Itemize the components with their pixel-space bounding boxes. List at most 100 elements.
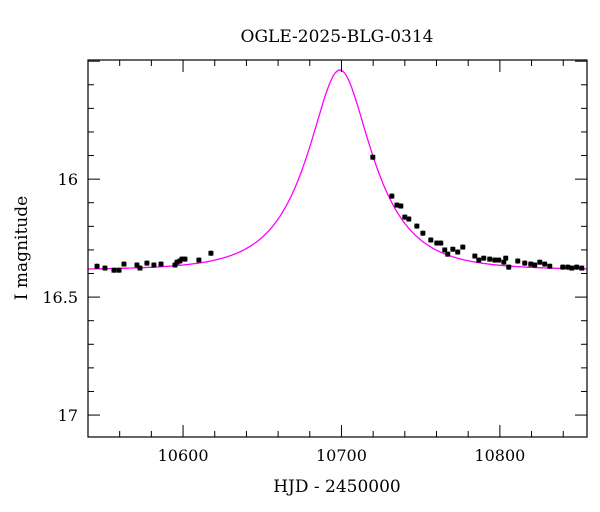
data-point xyxy=(560,264,566,270)
data-marker xyxy=(506,264,512,270)
data-marker xyxy=(151,262,157,268)
data-point xyxy=(116,267,122,273)
data-point xyxy=(428,237,434,243)
data-marker xyxy=(121,261,127,267)
data-marker xyxy=(428,237,434,243)
data-point xyxy=(442,247,448,253)
data-marker xyxy=(476,257,482,263)
data-marker xyxy=(389,193,395,199)
data-point xyxy=(503,255,509,261)
y-axis-label: I magnitude xyxy=(12,196,32,300)
data-marker xyxy=(445,251,451,257)
data-point xyxy=(414,223,420,229)
data-marker xyxy=(481,255,487,261)
data-marker xyxy=(569,265,575,271)
data-point xyxy=(370,154,376,160)
data-point xyxy=(455,249,461,255)
data-point xyxy=(445,251,451,257)
data-point xyxy=(522,260,528,266)
model-curve xyxy=(88,69,587,270)
data-point xyxy=(476,257,482,263)
data-marker xyxy=(398,203,404,209)
data-marker xyxy=(394,202,400,208)
data-point xyxy=(537,259,543,265)
data-point xyxy=(182,256,188,262)
data-marker xyxy=(420,230,426,236)
data-point xyxy=(450,246,456,252)
data-point xyxy=(144,260,150,266)
plot-frame xyxy=(87,59,588,438)
data-marker xyxy=(402,214,408,220)
data-point xyxy=(94,263,100,269)
data-point xyxy=(398,203,404,209)
data-marker xyxy=(116,267,122,273)
data-point xyxy=(501,259,507,265)
data-point xyxy=(579,265,585,271)
data-point xyxy=(158,261,164,267)
y-tick-label: 17 xyxy=(58,406,78,425)
data-marker xyxy=(208,250,214,256)
data-point xyxy=(532,262,538,268)
data-marker xyxy=(182,256,188,262)
data-marker xyxy=(528,261,534,267)
data-point xyxy=(506,264,512,270)
data-point xyxy=(208,250,214,256)
data-marker xyxy=(94,263,100,269)
data-point xyxy=(434,240,440,246)
data-marker xyxy=(532,262,538,268)
data-point xyxy=(487,256,493,262)
data-marker xyxy=(144,260,150,266)
data-marker xyxy=(137,265,143,271)
data-point xyxy=(547,263,553,269)
data-marker xyxy=(460,244,466,250)
data-marker xyxy=(472,253,478,259)
data-point xyxy=(137,265,143,271)
data-marker xyxy=(450,246,456,252)
data-point xyxy=(542,261,548,267)
data-marker xyxy=(487,256,493,262)
data-marker xyxy=(579,265,585,271)
data-marker xyxy=(102,265,108,271)
data-point xyxy=(515,258,521,264)
data-point xyxy=(402,214,408,220)
data-marker xyxy=(537,259,543,265)
data-marker xyxy=(414,223,420,229)
x-tick-label: 10600 xyxy=(158,446,209,465)
data-marker xyxy=(501,259,507,265)
data-marker xyxy=(492,257,498,263)
data-marker xyxy=(196,257,202,263)
data-point xyxy=(460,244,466,250)
data-point xyxy=(496,257,502,263)
data-marker xyxy=(515,258,521,264)
data-marker xyxy=(434,240,440,246)
data-marker xyxy=(503,255,509,261)
data-point xyxy=(111,267,117,273)
data-point xyxy=(574,264,580,270)
data-point xyxy=(569,265,575,271)
y-tick-label: 16.5 xyxy=(42,288,78,307)
data-marker xyxy=(442,247,448,253)
data-point xyxy=(196,257,202,263)
data-marker xyxy=(565,264,571,270)
x-axis-label: HJD - 2450000 xyxy=(273,477,401,497)
data-marker xyxy=(111,267,117,273)
data-marker xyxy=(158,261,164,267)
data-point xyxy=(492,257,498,263)
data-point xyxy=(406,216,412,222)
data-marker xyxy=(542,261,548,267)
data-point xyxy=(121,261,127,267)
data-point xyxy=(481,255,487,261)
data-marker xyxy=(496,257,502,263)
x-tick-label: 10700 xyxy=(316,446,367,465)
data-marker xyxy=(438,240,444,246)
data-marker xyxy=(547,263,553,269)
x-tick-label: 10800 xyxy=(474,446,525,465)
data-marker xyxy=(560,264,566,270)
data-point xyxy=(389,193,395,199)
data-marker xyxy=(370,154,376,160)
data-marker xyxy=(455,249,461,255)
data-point xyxy=(151,262,157,268)
data-marker xyxy=(406,216,412,222)
chart-title: OGLE-2025-BLG-0314 xyxy=(241,27,434,47)
